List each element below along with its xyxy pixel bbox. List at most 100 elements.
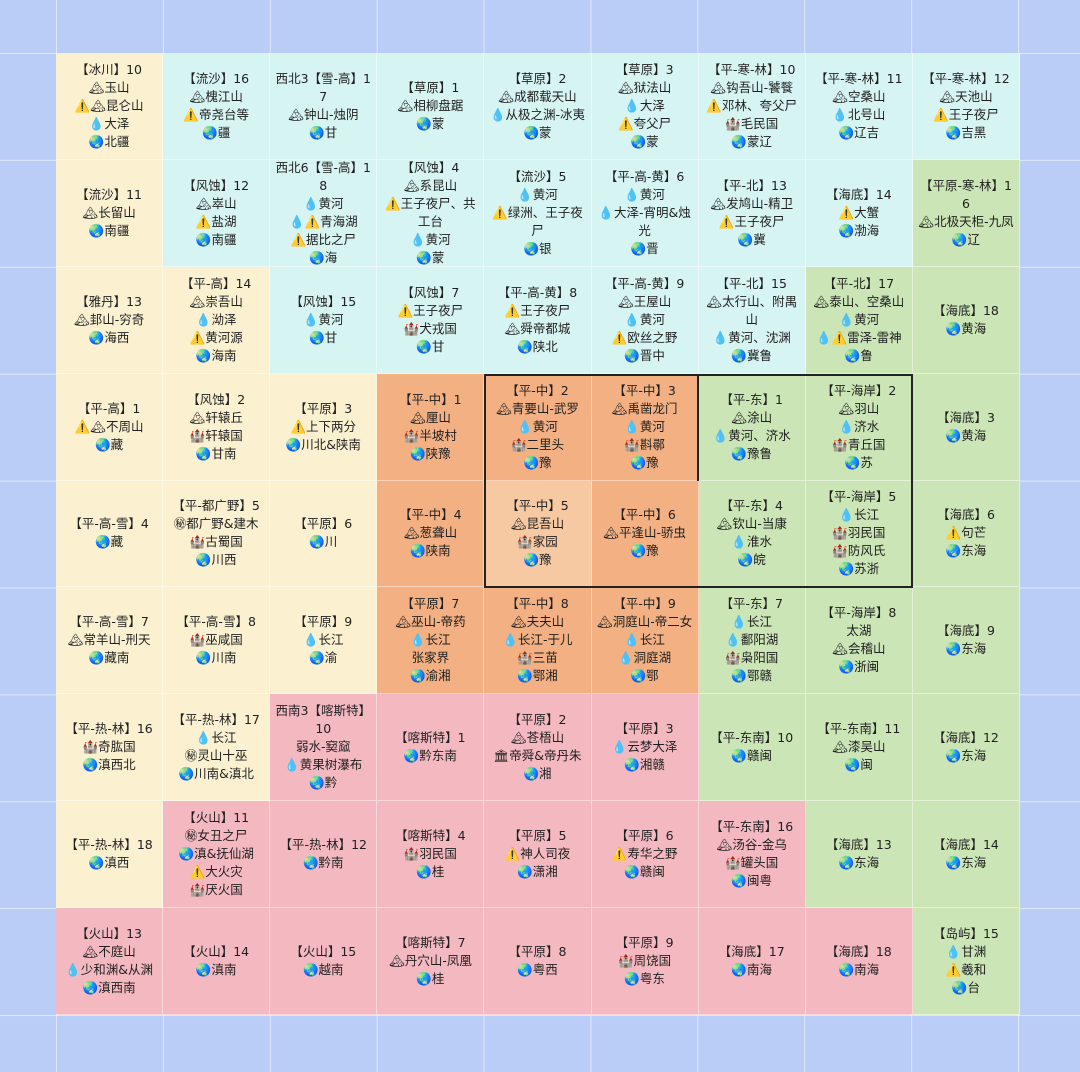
tile-text: 【平-热-林】16: [65, 721, 153, 737]
globe-icon: 🌏: [945, 641, 962, 657]
map-tile: 【平-高】1 ⚠️🏔不周山 🌏藏: [56, 373, 164, 481]
warning-icon: ⚠️: [189, 864, 206, 880]
tile-text: 【平-北】13: [716, 177, 787, 193]
tile-entry: 💧黄河: [410, 231, 451, 249]
tile-entry: 💧云梦大泽: [612, 738, 678, 756]
castle-icon: 🏰: [82, 739, 99, 755]
map-tile: 【平-热-林】16 🏰奇肱国 🌏滇西北: [56, 694, 164, 802]
warning-icon: ⚠️: [838, 204, 855, 220]
globe-icon: 🌏: [195, 347, 212, 363]
mountain-icon: 🏔: [388, 953, 405, 969]
tile-entry: 🏔巫山-帝药: [395, 613, 465, 631]
tile-entry: 🏔太行山、附禺山: [703, 293, 801, 329]
tile-entry: 🌏陕豫: [410, 445, 451, 463]
tile-text: 【平-北】15: [716, 275, 787, 291]
warning-icon: ⚠️: [290, 231, 307, 247]
tile-entry: ㊙灵山十巫: [185, 747, 248, 765]
tile-text: 夸父尸: [633, 115, 672, 131]
castle-icon: 🏰: [832, 543, 848, 559]
tile-entry: 🏔不庭山: [82, 943, 135, 961]
tile-text: 禹凿龙门: [627, 400, 678, 416]
globe-icon: 🌏: [302, 962, 319, 978]
tile-text: 长江: [639, 632, 665, 648]
tile-text: 东海: [961, 641, 987, 657]
map-tile: 【平-中】1 🏔厘山 🏰半坡村 🌏陕豫: [377, 373, 485, 481]
tile-title: 【平-海岸】2: [821, 382, 896, 400]
globe-icon: 🌏: [945, 124, 962, 140]
tile-text: 不庭山: [98, 944, 136, 960]
tile-entry: 🏰三苗: [517, 649, 558, 667]
tile-entry: 💧黄河: [517, 186, 558, 204]
tile-text: 【海底】14: [825, 186, 892, 202]
globe-icon: 🌏: [309, 534, 325, 550]
tile-title: 【风蚀】4: [401, 160, 459, 177]
tile-title: 【喀斯特】1: [395, 729, 465, 747]
tile-text: 寿华之野: [627, 846, 678, 862]
tile-text: 长留山: [98, 204, 136, 220]
mountain-icon: 🏔: [510, 730, 527, 746]
tile-entry: 太湖: [846, 622, 871, 640]
tile-text: 槐江山: [205, 88, 243, 104]
tile-entry: 🌏辽: [952, 231, 980, 249]
tile-text: 大泽-宵明&烛光: [614, 204, 691, 238]
tile-entry: 🏰青丘国: [832, 436, 885, 454]
map-tile: 【平-中】3 🏔禹凿龙门 💧黄河 🏰斟鄩 🌏豫: [591, 373, 699, 481]
globe-icon: 🌏: [523, 552, 540, 568]
tile-text: 【平-东】4: [720, 498, 783, 514]
tile-text: 【平-中】9: [613, 596, 676, 612]
tile-entry: 💧大泽-宵明&烛光: [596, 204, 694, 240]
tile-text: 东海: [961, 543, 987, 559]
tile-entry: 🌏黄海: [946, 320, 987, 338]
globe-icon: 🌏: [95, 534, 111, 550]
tile-entry: ⚠️邓林、夸父尸: [706, 97, 797, 115]
tile-text: 辽: [967, 231, 980, 247]
tile-entry: 🌏桂: [416, 863, 444, 881]
tile-text: 藏: [110, 436, 124, 452]
castle-icon: 🏰: [517, 650, 533, 666]
tile-title: 【海底】9: [937, 622, 995, 640]
tile-text: 【风蚀】2: [187, 391, 246, 407]
tile-text: 长江-于儿: [518, 632, 573, 648]
tile-title: 【平-东南】10: [710, 729, 793, 747]
tile-entry: 🌏桂: [416, 970, 444, 988]
tile-entry: 🌏湘: [523, 765, 551, 783]
water-drop-icon: 💧: [624, 418, 640, 434]
tile-text: 【平-东南】10: [710, 730, 794, 746]
tile-entry: 💧长江-于儿: [502, 631, 572, 649]
tile-text: 渝: [324, 650, 338, 666]
tile-entry: 🌏豫: [631, 542, 659, 560]
tile-title: 【平-中】8: [506, 595, 568, 613]
tile-text: 滇南: [211, 962, 237, 978]
water-drop-icon: 💧: [838, 507, 855, 523]
tile-text: 【平-寒-林】11: [815, 70, 903, 86]
map-tile: 【平-中】2 🏔青要山-武罗 💧黄河 🏰二里头 🌏豫: [484, 373, 592, 481]
tile-entry: 🌏蒙: [416, 115, 444, 133]
tile-entry: 🌏越南: [303, 961, 344, 979]
warning-icon: ⚠️: [189, 329, 206, 345]
tile-text: 【火山】15: [290, 944, 357, 960]
map-tile: 【风蚀】15 💧黄河 🌏甘: [270, 266, 378, 374]
map-tile: 【平原】3 ⚠️上下两分 🌏川北&陕南: [270, 373, 378, 481]
water-drop-icon: 💧: [815, 329, 832, 345]
tile-text: 【喀斯特】1: [395, 730, 466, 746]
tile-text: 冀鲁: [746, 347, 772, 363]
globe-icon: 🌏: [731, 962, 747, 978]
tile-entry: 🌏滇西南: [83, 979, 136, 997]
tile-entry: 🌏辽吉: [839, 124, 880, 142]
tile-title: 【火山】15: [290, 943, 356, 961]
mountain-icon: 🏔: [496, 400, 512, 416]
castle-icon: 🏰: [517, 534, 533, 550]
tile-title: 【草原】1: [401, 79, 459, 97]
tile-text: 东海: [961, 855, 987, 871]
tile-entry: ⚠️大火灾: [190, 863, 243, 881]
globe-icon: 🌏: [630, 240, 647, 256]
tile-title: 【风蚀】7: [401, 284, 459, 302]
tile-text: 长江: [746, 614, 772, 630]
tile-title: 【流沙】5: [509, 168, 567, 186]
globe-icon: 🌏: [945, 320, 962, 336]
tile-entry: 🌏豫: [631, 454, 659, 472]
tile-text: 苍梧山: [526, 730, 565, 746]
tile-entry: 🌏银: [523, 240, 551, 258]
tile-entry: 🌏川西: [196, 551, 237, 569]
tile-text: 王子夜尸: [520, 302, 571, 318]
